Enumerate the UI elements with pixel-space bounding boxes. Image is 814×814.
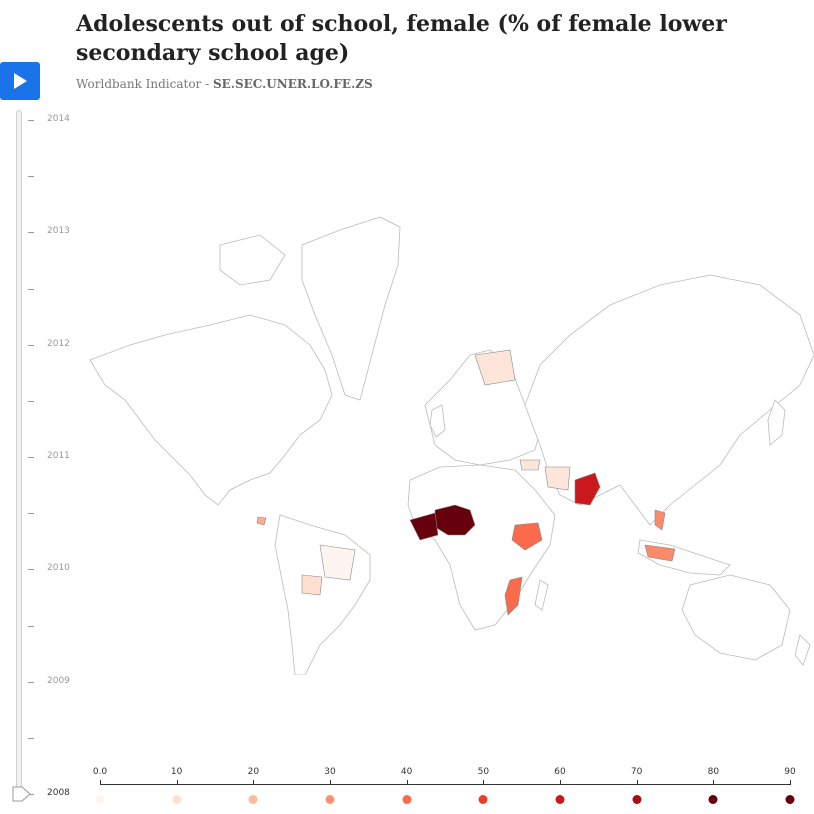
timeline-year-label[interactable]: 2009 bbox=[47, 675, 70, 686]
australia-landmass bbox=[681, 574, 791, 661]
timeline-minor-tick bbox=[28, 513, 34, 515]
indicator-code: SE.SEC.UNER.LO.FE.ZS bbox=[212, 77, 373, 91]
timeline-track[interactable] bbox=[16, 110, 22, 800]
legend-tick bbox=[790, 780, 791, 785]
iran-country bbox=[544, 466, 571, 491]
chart-title: Adolescents out of school, female (% of … bbox=[76, 11, 727, 66]
timeline-year-label[interactable]: 2012 bbox=[47, 338, 70, 349]
timeline-year-label[interactable]: 2011 bbox=[47, 451, 70, 461]
timeline-year-label[interactable]: 2014 bbox=[47, 114, 70, 124]
timeline-tick bbox=[28, 120, 34, 121]
legend-swatch bbox=[632, 795, 642, 804]
ethiopia-country bbox=[511, 522, 543, 551]
legend-tick bbox=[176, 780, 178, 785]
timeline-year-label[interactable]: 2010 bbox=[47, 563, 70, 574]
mali-country bbox=[409, 512, 439, 541]
newzealand-landmass bbox=[794, 634, 811, 666]
pakistan-country bbox=[574, 472, 601, 506]
legend-tick bbox=[483, 780, 485, 785]
legend-label: 20 bbox=[247, 767, 260, 777]
turkey-country bbox=[519, 459, 541, 471]
brazil-country bbox=[319, 544, 356, 581]
legend-label: 50 bbox=[477, 767, 490, 777]
mozambique-country bbox=[504, 576, 523, 616]
timeline-tick bbox=[28, 344, 34, 346]
timeline-year-label[interactable]: 2013 bbox=[47, 226, 70, 237]
greenland-landmass bbox=[301, 216, 401, 401]
japan-landmass bbox=[767, 399, 786, 446]
timeline-minor-tick bbox=[28, 625, 34, 627]
legend-tick bbox=[636, 780, 638, 785]
timeline-minor-tick bbox=[28, 737, 34, 739]
play-button[interactable] bbox=[0, 62, 40, 100]
russia-country bbox=[474, 349, 516, 386]
legend-label: 70 bbox=[630, 767, 643, 777]
legend-swatch bbox=[172, 795, 182, 804]
legend-axis bbox=[100, 784, 790, 785]
timeline-minor-tick bbox=[28, 400, 34, 402]
subtitle-prefix: Worldbank Indicator - bbox=[76, 77, 213, 91]
timeline-tick bbox=[28, 569, 34, 571]
legend-tick bbox=[560, 780, 561, 785]
legend-swatch bbox=[478, 795, 488, 804]
africa-landmass bbox=[407, 464, 556, 631]
indonesia-country bbox=[644, 544, 676, 562]
timeline-tick bbox=[28, 794, 34, 795]
timeline-tick bbox=[28, 232, 34, 234]
legend-label: 10 bbox=[170, 767, 183, 777]
legend-swatch bbox=[248, 795, 258, 804]
chart-subtitle: Worldbank Indicator - SE.SEC.UNER.LO.FE.… bbox=[76, 77, 373, 91]
legend-label: 60 bbox=[554, 767, 566, 777]
legend-tick bbox=[713, 780, 715, 785]
vietnam-country bbox=[654, 509, 666, 531]
arctic-islands bbox=[219, 234, 286, 286]
legend-tick bbox=[330, 780, 331, 785]
legend-tick bbox=[100, 780, 101, 785]
timeline-year-label[interactable]: 2008 bbox=[47, 788, 70, 798]
south-america-landmass bbox=[274, 514, 371, 675]
play-icon bbox=[14, 73, 27, 89]
legend-swatch bbox=[708, 795, 718, 804]
legend-label: 0.0 bbox=[92, 767, 108, 777]
legend-swatch bbox=[402, 795, 412, 804]
legend-swatch bbox=[555, 795, 565, 804]
uk-landmass bbox=[429, 404, 446, 438]
madagascar-landmass bbox=[534, 579, 549, 611]
legend-label: 90 bbox=[784, 767, 796, 777]
world-map bbox=[89, 216, 814, 675]
timeline-minor-tick bbox=[28, 288, 34, 290]
north-america-landmass bbox=[89, 314, 333, 506]
honduras-country bbox=[256, 516, 267, 526]
timeline-tick bbox=[28, 681, 34, 683]
legend-swatch bbox=[785, 795, 795, 804]
timeline-minor-tick bbox=[28, 176, 34, 178]
legend-swatch bbox=[325, 795, 335, 804]
legend-label: 40 bbox=[400, 767, 413, 777]
legend-swatch bbox=[95, 795, 105, 804]
timeline-handle[interactable] bbox=[12, 786, 32, 806]
legend-label: 80 bbox=[707, 767, 720, 777]
timeline-tick bbox=[28, 457, 34, 458]
handle-icon bbox=[12, 786, 31, 802]
bolivia-country bbox=[301, 574, 323, 596]
niger-country bbox=[434, 504, 476, 536]
legend-label: 30 bbox=[324, 767, 336, 777]
legend-tick bbox=[406, 780, 408, 785]
legend-tick bbox=[253, 780, 255, 785]
